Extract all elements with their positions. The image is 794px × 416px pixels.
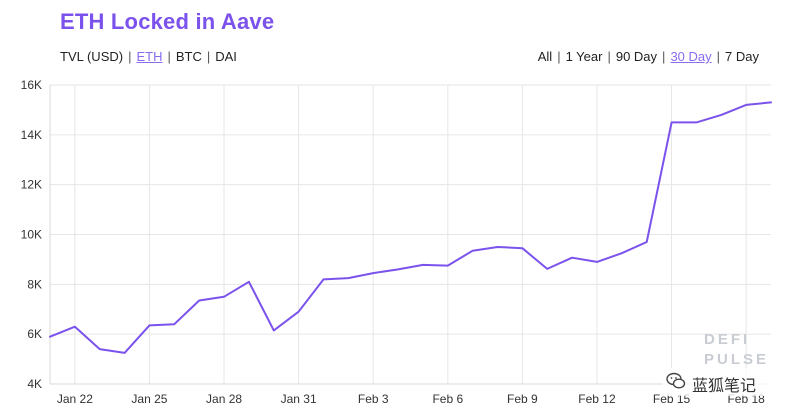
defi-pulse-logo: DEFI PULSE [704, 330, 769, 370]
range-all[interactable]: All [537, 49, 553, 64]
range-7-day[interactable]: 7 Day [725, 49, 759, 64]
toggle-separator: | [167, 49, 171, 64]
x-tick-label: Feb 9 [507, 392, 538, 406]
wechat-icon [666, 372, 686, 389]
y-tick-label: 10K [21, 228, 42, 242]
y-tick-label: 16K [21, 78, 42, 92]
x-tick-label: Jan 28 [206, 392, 242, 406]
toggle-separator: | [662, 49, 666, 64]
y-tick-label: 12K [21, 178, 42, 192]
watermark-text: 蓝狐笔记 [692, 376, 757, 395]
toggle-separator: | [206, 49, 211, 64]
y-tick-label: 8K [27, 277, 42, 291]
y-tick-label: 4K [27, 377, 42, 391]
range-90-day[interactable]: 90 Day [615, 49, 658, 64]
metric-toggle-group: TVL (USD) | ETH | BTC | DAI [60, 49, 237, 64]
toggle-separator: | [557, 49, 561, 64]
range-toggle-group: All | 1 Year | 90 Day | 30 Day | 7 Day [538, 49, 759, 64]
y-tick-label: 14K [21, 128, 42, 142]
chart-title: ETH Locked in Aave [60, 9, 275, 34]
toggle-separator: | [716, 49, 721, 64]
watermark: 蓝狐笔记 [662, 368, 774, 396]
x-tick-label: Jan 31 [281, 392, 317, 406]
series-line [49, 101, 772, 354]
brand-line-1: DEFI [704, 331, 751, 348]
x-tick-label: Feb 3 [358, 392, 389, 406]
range-1-year[interactable]: 1 Year [565, 49, 603, 64]
toggle-tvl-usd[interactable]: TVL (USD) [60, 49, 124, 64]
brand-line-2: PULSE [704, 351, 770, 368]
toggle-eth[interactable]: ETH [136, 49, 163, 64]
toggle-btc[interactable]: BTC [175, 49, 202, 64]
range-30-day[interactable]: 30 Day [670, 49, 712, 64]
toggle-separator: | [128, 49, 132, 64]
x-tick-label: Feb 12 [578, 392, 616, 406]
toggle-separator: | [607, 49, 611, 64]
toggle-dai[interactable]: DAI [215, 49, 237, 64]
x-tick-label: Jan 22 [57, 392, 93, 406]
y-tick-label: 6K [27, 327, 42, 341]
x-tick-label: Jan 25 [131, 392, 167, 406]
x-tick-label: Feb 6 [432, 392, 463, 406]
